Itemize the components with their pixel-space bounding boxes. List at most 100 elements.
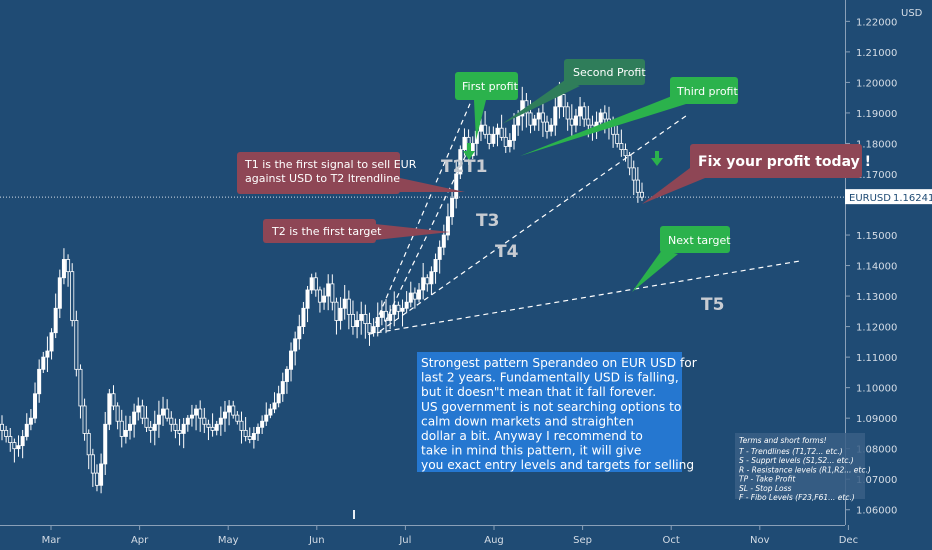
trendline[interactable] — [367, 260, 801, 335]
candle-body — [635, 179, 640, 193]
candle-body — [243, 429, 248, 437]
candle-body — [127, 423, 132, 431]
candle-body — [247, 436, 252, 440]
candle-body — [553, 106, 558, 126]
legend-title: Terms and short forms! — [739, 436, 827, 445]
candle-body — [49, 332, 54, 352]
trendline-label-t4: T4 — [495, 242, 519, 262]
callout-first-profit: First profit — [455, 72, 519, 140]
candle-body — [582, 106, 587, 120]
candle-body — [132, 411, 137, 425]
trendline-label-t2: T2 — [441, 157, 464, 177]
candle-body — [136, 405, 141, 413]
callout-second-profit: Second Profit — [502, 59, 646, 124]
candle-body — [301, 307, 306, 327]
candle-body — [214, 423, 219, 431]
candle-body — [470, 143, 475, 157]
x-axis: Mar Apr May Jun Jul Aug Sep Oct Nov Dec — [0, 525, 858, 546]
candle-body — [24, 423, 29, 437]
candle-body — [57, 277, 62, 309]
candle-body — [12, 442, 17, 450]
second-profit-label: Second Profit — [573, 66, 646, 79]
x-tick-label: Apr — [131, 535, 149, 546]
y-tick-label: 1.12000 — [856, 323, 897, 334]
down-arrow-icon — [651, 151, 663, 166]
candle-body — [123, 429, 128, 437]
callout-next-target: Next target — [632, 226, 731, 292]
callout-first-target: T2 is the first target — [263, 219, 450, 243]
candle-body — [615, 133, 620, 144]
x-tick-label: Aug — [484, 535, 504, 546]
candle-body — [111, 393, 116, 407]
candle-body — [540, 112, 545, 123]
candle-body — [169, 417, 174, 425]
x-tick-label: Dec — [839, 535, 858, 546]
fix-profit-label: Fix your profit today ! — [698, 154, 871, 170]
y-tick-label: 1.22000 — [856, 17, 897, 28]
candle-body — [499, 127, 504, 138]
candle-body — [268, 408, 273, 416]
candle-body — [276, 393, 281, 404]
y-tick-label: 1.09000 — [856, 414, 897, 425]
third-profit-label: Third profit — [676, 85, 738, 98]
candle-body — [231, 405, 236, 416]
legend-item: S - Supprt levels (S1,S2... etc.) — [739, 456, 854, 465]
trendlines — [367, 103, 801, 335]
candle-body — [433, 259, 438, 273]
candle-body — [578, 106, 583, 117]
candle-body — [412, 292, 417, 300]
currency-label: USD — [901, 8, 923, 19]
candle-body — [532, 118, 537, 126]
description-line: take in mind this pattern, it will give — [421, 444, 641, 458]
candle-body — [297, 326, 302, 340]
candle-body — [74, 320, 79, 370]
candle-body — [202, 417, 207, 425]
candle-body — [198, 408, 203, 419]
candle-body — [264, 414, 269, 422]
candle-body — [82, 405, 87, 434]
candle-body — [619, 143, 624, 150]
candle-body — [148, 426, 153, 431]
x-tick-label: Mar — [42, 535, 62, 546]
candle-body — [260, 420, 265, 428]
y-tick-label: 1.07000 — [856, 475, 897, 486]
candle-body — [483, 124, 488, 135]
sell-signal-line-1: T1 is the first signal to sell EUR — [244, 158, 417, 171]
candle-body — [156, 414, 161, 425]
candle-body — [549, 124, 554, 132]
candle-body — [90, 454, 95, 474]
candle-body — [627, 155, 632, 169]
candle-body — [317, 289, 322, 303]
candle-body — [66, 259, 71, 273]
candle-body — [586, 118, 591, 126]
description-line: US government is not searching options t… — [421, 400, 681, 414]
candle-body — [487, 133, 492, 144]
callout-third-profit: Third profit — [520, 77, 738, 156]
first-target-label: T2 is the first target — [271, 225, 382, 238]
candle-body — [450, 198, 455, 218]
down-arrow-icon — [463, 143, 475, 160]
candle-body — [355, 320, 360, 327]
y-axis: 1.230001.220001.210001.200001.190001.180… — [845, 0, 932, 550]
candle-body — [194, 408, 199, 416]
terms-legend: Terms and short forms! T - Trendlines (T1… — [735, 433, 871, 502]
y-tick-label: 1.21000 — [856, 48, 897, 59]
candle-body — [16, 445, 21, 450]
candle-body — [346, 298, 351, 315]
candle-body — [309, 277, 314, 291]
candle-body — [342, 298, 347, 309]
description-line: you exact entry levels and targets for s… — [421, 458, 694, 472]
candle-body — [37, 368, 42, 395]
candle-body — [516, 115, 521, 126]
candle-body — [94, 472, 99, 486]
candle-body — [45, 350, 50, 358]
candle-body — [507, 140, 512, 147]
description-line: Strongest pattern Sperandeo on EUR USD f… — [421, 356, 698, 370]
candle-body — [602, 112, 607, 120]
trendline[interactable] — [384, 146, 471, 323]
trendline-label-t1: T1 — [464, 157, 487, 177]
candle-body — [462, 136, 467, 150]
y-tick-label: 1.08000 — [856, 445, 897, 456]
